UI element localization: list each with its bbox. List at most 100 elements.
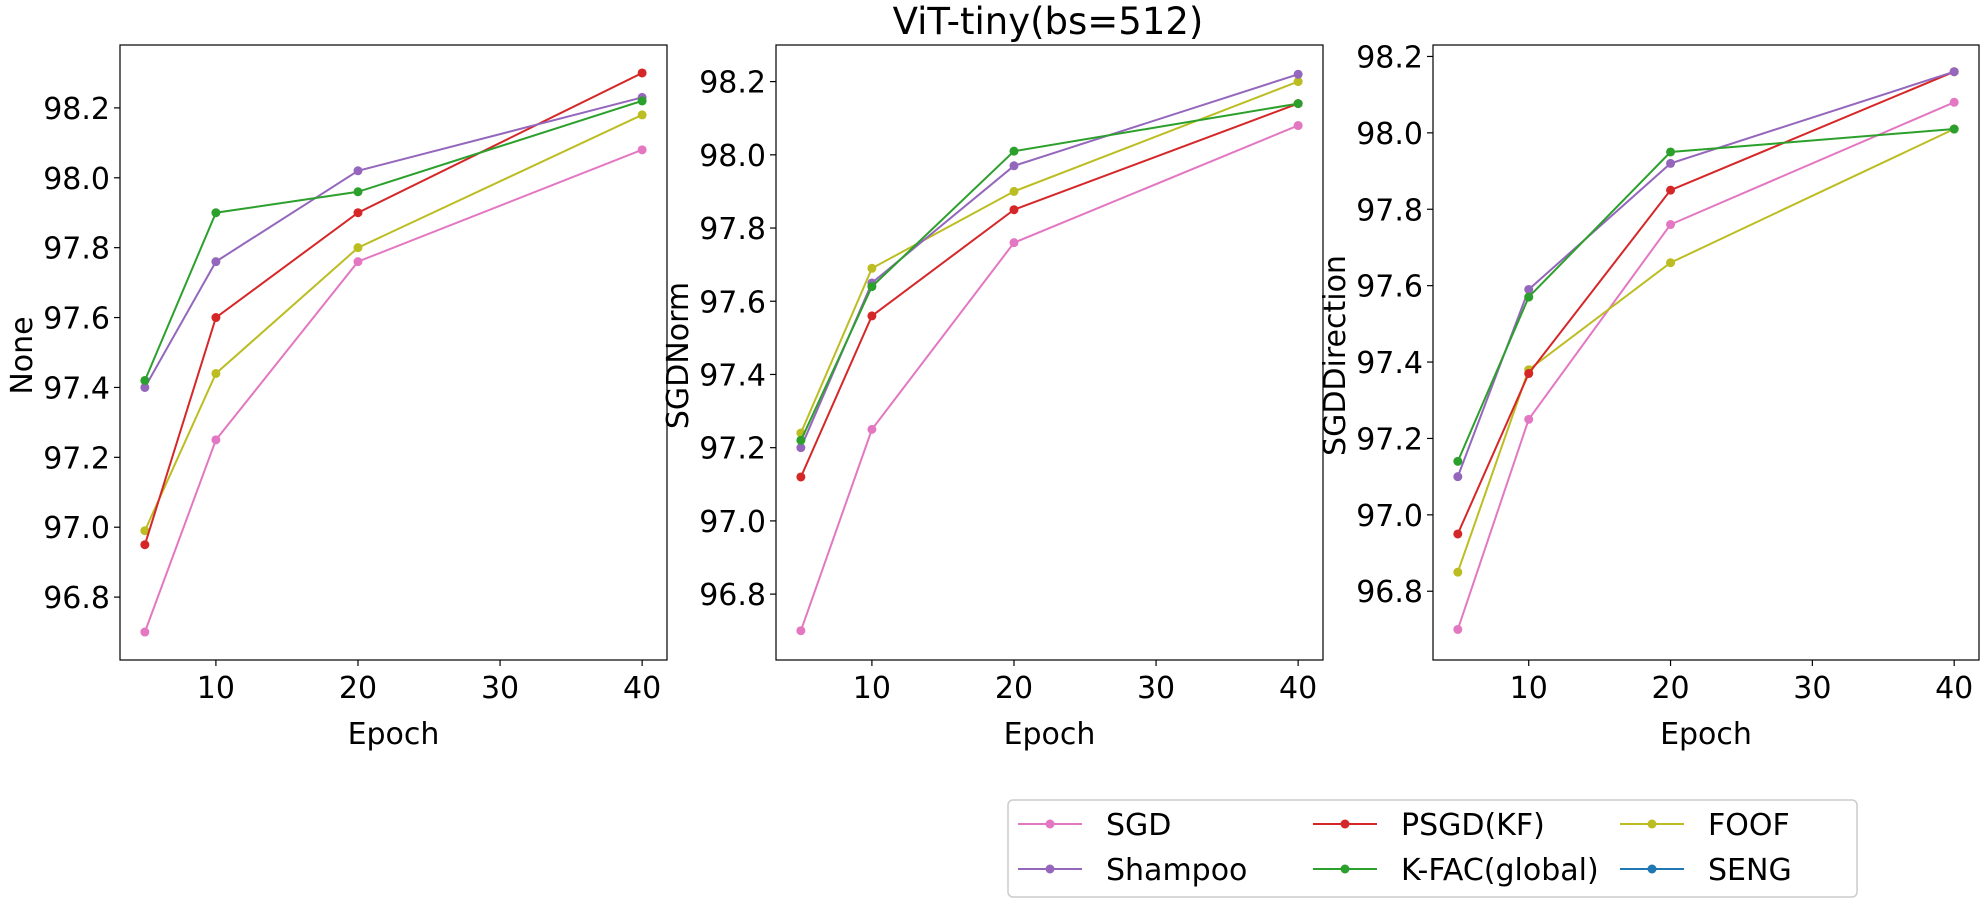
legend-label: Shampoo bbox=[1106, 853, 1247, 888]
x-tick-label: 20 bbox=[995, 671, 1033, 706]
data-point bbox=[1293, 121, 1303, 131]
series-line bbox=[799, 102, 1299, 478]
y-tick-label: 98.0 bbox=[1356, 117, 1423, 152]
data-point bbox=[796, 472, 806, 482]
y-tick-label: 97.6 bbox=[1356, 270, 1423, 305]
data-point bbox=[1524, 292, 1534, 302]
series-K-FAC(global) bbox=[140, 96, 647, 385]
legend-marker bbox=[1045, 819, 1055, 829]
legend-marker bbox=[1340, 864, 1350, 874]
data-point bbox=[1453, 567, 1463, 577]
series-Shampoo bbox=[140, 92, 647, 392]
data-point bbox=[637, 96, 647, 106]
x-tick-label: 30 bbox=[481, 671, 519, 706]
y-tick-label: 97.8 bbox=[43, 232, 110, 267]
series-PSGD(KF) bbox=[140, 68, 647, 550]
data-point bbox=[1949, 67, 1959, 77]
legend-label: SENG bbox=[1708, 853, 1792, 888]
series-line bbox=[799, 73, 1299, 449]
data-point bbox=[1293, 69, 1303, 79]
y-tick-label: 98.2 bbox=[43, 92, 110, 127]
legend-label: PSGD(KF) bbox=[1401, 808, 1545, 843]
data-point bbox=[1009, 146, 1019, 156]
y-axis-label: SGDDirection bbox=[1318, 255, 1353, 456]
y-tick-label: 97.6 bbox=[699, 285, 766, 320]
y-tick-label: 97.4 bbox=[1356, 346, 1423, 381]
subplot-1: 10 20 30 40 96.8 97.0 97.2 97.4 97.6 97.8 98.0 98.2… bbox=[5, 44, 668, 752]
data-point bbox=[353, 187, 363, 197]
y-tick-label: 96.8 bbox=[1356, 575, 1423, 610]
data-point bbox=[1293, 77, 1303, 87]
series-Shampoo bbox=[1453, 67, 1959, 482]
subplots: 10 20 30 40 96.8 97.0 97.2 97.4 97.6 97.8 98.0 98.2… bbox=[5, 40, 1980, 752]
series-line bbox=[143, 113, 643, 532]
data-point bbox=[140, 375, 150, 385]
series-line bbox=[799, 80, 1299, 434]
x-axis-label: Epoch bbox=[1660, 717, 1752, 752]
data-point bbox=[1949, 124, 1959, 134]
series-line bbox=[1456, 70, 1955, 535]
data-point bbox=[211, 313, 221, 323]
data-point bbox=[1666, 258, 1676, 268]
data-point bbox=[1524, 414, 1534, 424]
y-tick-label: 98.2 bbox=[1356, 40, 1423, 75]
y-tick-label: 97.2 bbox=[43, 441, 110, 476]
y-tick-label: 96.8 bbox=[699, 578, 766, 613]
series-FOOF bbox=[140, 110, 647, 536]
legend-label: FOOF bbox=[1708, 808, 1790, 843]
plot-frame bbox=[119, 44, 668, 661]
plot-frame bbox=[775, 44, 1324, 661]
data-point bbox=[140, 526, 150, 536]
legend-entry: PSGD(KF) bbox=[1313, 808, 1545, 843]
data-point bbox=[1009, 238, 1019, 248]
data-point bbox=[353, 257, 363, 267]
legend-marker bbox=[1647, 864, 1657, 874]
y-tick-label: 97.2 bbox=[699, 432, 766, 467]
data-point bbox=[1453, 624, 1463, 634]
y-tick-label: 98.0 bbox=[43, 162, 110, 197]
legend-marker bbox=[1045, 864, 1055, 874]
x-tick-label: 40 bbox=[1935, 671, 1973, 706]
data-point bbox=[1666, 158, 1676, 168]
y-tick-label: 97.8 bbox=[699, 212, 766, 247]
series-Shampoo bbox=[796, 69, 1303, 453]
plot-frame bbox=[1432, 44, 1980, 661]
data-point bbox=[1949, 97, 1959, 107]
series-line bbox=[1456, 70, 1955, 477]
series-SGD bbox=[796, 121, 1303, 636]
y-tick-label: 97.4 bbox=[43, 371, 110, 406]
data-point bbox=[140, 382, 150, 392]
legend-marker bbox=[1340, 819, 1350, 829]
data-point bbox=[867, 424, 877, 434]
data-point bbox=[867, 263, 877, 273]
x-tick-label: 20 bbox=[339, 671, 377, 706]
data-point bbox=[1453, 456, 1463, 466]
data-point bbox=[1666, 185, 1676, 195]
series-FOOF bbox=[1453, 124, 1959, 577]
series-line bbox=[799, 102, 1299, 441]
y-tick-label: 98.0 bbox=[699, 139, 766, 174]
series-line bbox=[1456, 101, 1955, 630]
x-tick-label: 20 bbox=[1651, 671, 1689, 706]
data-point bbox=[1293, 99, 1303, 109]
y-tick-label: 97.2 bbox=[1356, 422, 1423, 457]
data-point bbox=[211, 435, 221, 445]
x-tick-label: 40 bbox=[623, 671, 661, 706]
data-point bbox=[353, 208, 363, 218]
series-line bbox=[799, 124, 1299, 632]
data-point bbox=[1666, 147, 1676, 157]
x-tick-label: 10 bbox=[197, 671, 235, 706]
x-axis-label: Epoch bbox=[348, 717, 440, 752]
data-point bbox=[796, 626, 806, 636]
data-point bbox=[1009, 186, 1019, 196]
x-tick-label: 10 bbox=[1510, 671, 1548, 706]
y-tick-label: 97.0 bbox=[43, 511, 110, 546]
figure-title: ViT-tiny(bs=512) bbox=[893, 0, 1204, 43]
data-point bbox=[1009, 205, 1019, 215]
data-point bbox=[140, 627, 150, 637]
data-point bbox=[211, 257, 221, 267]
legend: SGD Shampoo PSGD(KF) K-FAC(global) FOOF SENG bbox=[1007, 799, 1858, 898]
legend-entry: SENG bbox=[1620, 853, 1792, 888]
y-axis-label: None bbox=[5, 316, 40, 394]
data-point bbox=[1453, 529, 1463, 539]
